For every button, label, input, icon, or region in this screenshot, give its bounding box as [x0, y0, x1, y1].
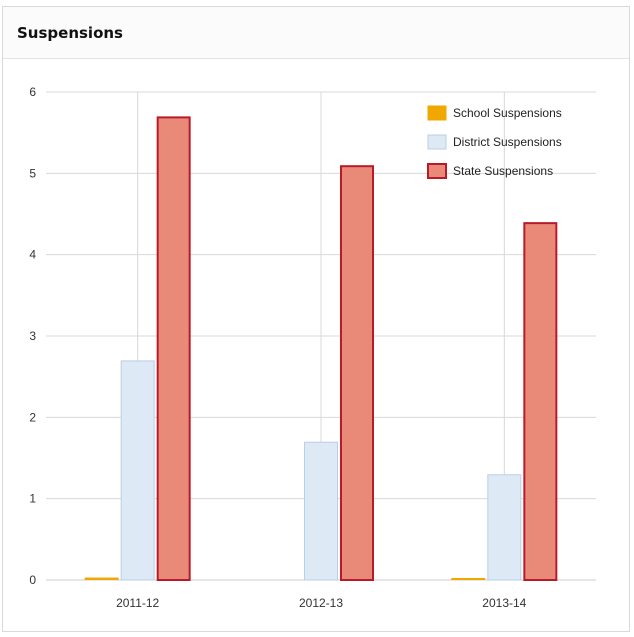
- x-axis: 2011-12 2012-13 2013-14: [116, 596, 527, 610]
- bar-school-2011-12[interactable]: [84, 577, 119, 580]
- panel-title: Suspensions: [17, 23, 123, 42]
- y-tick-label: 1: [29, 492, 36, 506]
- bar-district-2012-13[interactable]: [304, 441, 338, 581]
- bar-state-2012-13[interactable]: [340, 165, 374, 581]
- bar-school-2013-14[interactable]: [451, 578, 486, 580]
- panel-header: Suspensions: [3, 7, 629, 59]
- legend-label: District Suspensions: [453, 135, 562, 149]
- bars: [84, 116, 558, 582]
- bar-state-2013-14[interactable]: [523, 222, 558, 581]
- legend-label: State Suspensions: [453, 164, 553, 178]
- legend-item-district[interactable]: District Suspensions: [427, 134, 562, 150]
- x-tick-label: 2011-12: [116, 596, 159, 610]
- legend-swatch-school: [427, 105, 447, 121]
- y-tick-label: 5: [29, 166, 36, 180]
- bar-state-2011-12[interactable]: [156, 116, 191, 582]
- legend-swatch-district: [427, 134, 447, 150]
- legend-item-state[interactable]: State Suspensions: [427, 163, 553, 179]
- legend-swatch-state: [427, 163, 447, 179]
- y-tick-label: 6: [29, 85, 36, 99]
- y-tick-label: 4: [29, 248, 36, 262]
- bar-district-2011-12[interactable]: [120, 360, 155, 581]
- legend-item-school[interactable]: School Suspensions: [427, 105, 562, 121]
- legend-label: School Suspensions: [453, 106, 562, 120]
- x-tick-label: 2013-14: [482, 596, 526, 610]
- y-axis: 0 1 2 3 4 5 6: [29, 85, 36, 587]
- x-tick-label: 2012-13: [299, 596, 343, 610]
- y-tick-label: 3: [29, 329, 36, 343]
- bar-district-2013-14[interactable]: [487, 474, 522, 581]
- y-tick-label: 2: [29, 410, 36, 424]
- y-tick-label: 0: [29, 573, 36, 587]
- legend[interactable]: School Suspensions District Suspensions St…: [427, 105, 562, 179]
